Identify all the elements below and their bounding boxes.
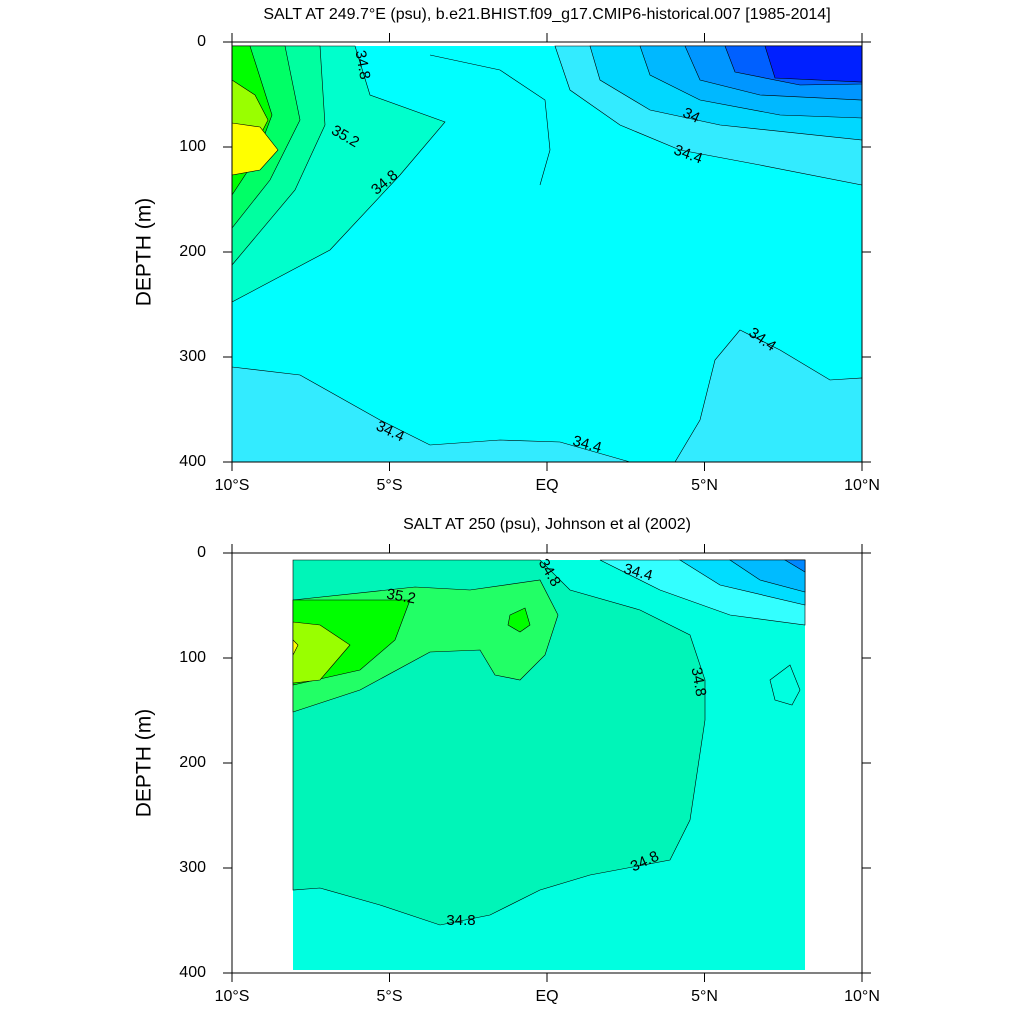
y-axis-label: DEPTH (m)	[133, 709, 156, 818]
contour-label: 35.2	[385, 586, 417, 608]
x-tick-label: EQ	[535, 988, 558, 1005]
contour-fill	[507, 607, 531, 633]
y-tick-label: 200	[179, 754, 206, 771]
y-tick-label: 300	[179, 859, 206, 876]
y-tick-label: 200	[179, 243, 206, 260]
contour-label: 34.8	[352, 49, 374, 81]
x-tick-label: 10°N	[844, 477, 880, 494]
x-tick-label: 5°S	[377, 477, 403, 494]
contour-line	[429, 54, 551, 186]
x-tick-label: 10°S	[215, 988, 250, 1005]
x-tick-label: 10°S	[215, 477, 250, 494]
y-axis-label: DEPTH (m)	[133, 198, 156, 307]
y-tick-label: 0	[197, 33, 206, 50]
y-tick-label: 0	[197, 544, 206, 561]
contour-label: 34.8	[688, 666, 710, 698]
x-tick-label: EQ	[535, 477, 558, 494]
chart-title: SALT AT 249.7°E (psu), b.e21.BHIST.f09_g…	[263, 6, 830, 23]
contour-fill	[769, 664, 801, 706]
y-tick-label: 100	[179, 649, 206, 666]
x-tick-label: 5°N	[691, 988, 718, 1005]
contour-label: 34.4	[571, 432, 604, 456]
contour-fill	[783, 559, 806, 573]
y-tick-label: 400	[179, 964, 206, 981]
contour-label: 34.4	[622, 560, 655, 584]
x-tick-label: 5°S	[377, 988, 403, 1005]
contour-fill	[292, 639, 299, 656]
contour-fill	[729, 559, 806, 593]
contour-label: 34.8	[446, 912, 475, 929]
contour-label: 34	[680, 104, 702, 126]
y-tick-label: 400	[179, 453, 206, 470]
contour-fill	[292, 621, 351, 684]
y-tick-label: 300	[179, 348, 206, 365]
chart-title: SALT AT 250 (psu), Johnson et al (2002)	[403, 516, 691, 533]
x-tick-label: 10°N	[844, 988, 880, 1005]
y-tick-label: 100	[179, 138, 206, 155]
x-tick-label: 5°N	[691, 477, 718, 494]
contour-fill	[764, 45, 863, 83]
